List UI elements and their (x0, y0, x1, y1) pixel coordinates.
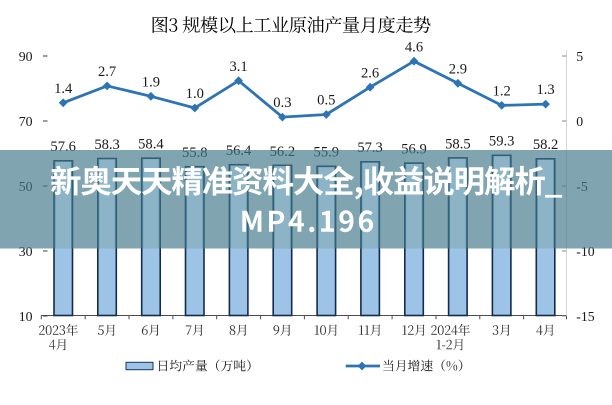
svg-text:58.5: 58.5 (445, 136, 471, 152)
svg-text:2.9: 2.9 (449, 61, 467, 77)
svg-text:0: 0 (576, 114, 583, 129)
svg-text:1.3: 1.3 (536, 82, 554, 98)
svg-text:58.3: 58.3 (94, 137, 120, 153)
svg-text:10: 10 (19, 309, 33, 324)
svg-text:2.7: 2.7 (98, 64, 116, 80)
svg-text:-15: -15 (576, 309, 594, 324)
svg-text:0.5: 0.5 (317, 93, 335, 109)
svg-text:0.3: 0.3 (273, 95, 291, 111)
svg-text:58.4: 58.4 (138, 137, 164, 153)
svg-text:5: 5 (576, 49, 583, 64)
svg-text:59.3: 59.3 (489, 134, 515, 150)
svg-text:1.9: 1.9 (142, 74, 160, 90)
svg-text:1.4: 1.4 (54, 81, 73, 97)
svg-text:58.2: 58.2 (533, 137, 559, 153)
svg-text:3.1: 3.1 (229, 59, 247, 75)
svg-text:2.6: 2.6 (361, 65, 379, 81)
svg-text:90: 90 (19, 49, 33, 64)
svg-text:4.6: 4.6 (405, 39, 423, 55)
svg-text:1.0: 1.0 (186, 86, 204, 102)
svg-text:1.2: 1.2 (493, 84, 511, 100)
svg-text:70: 70 (19, 114, 33, 129)
